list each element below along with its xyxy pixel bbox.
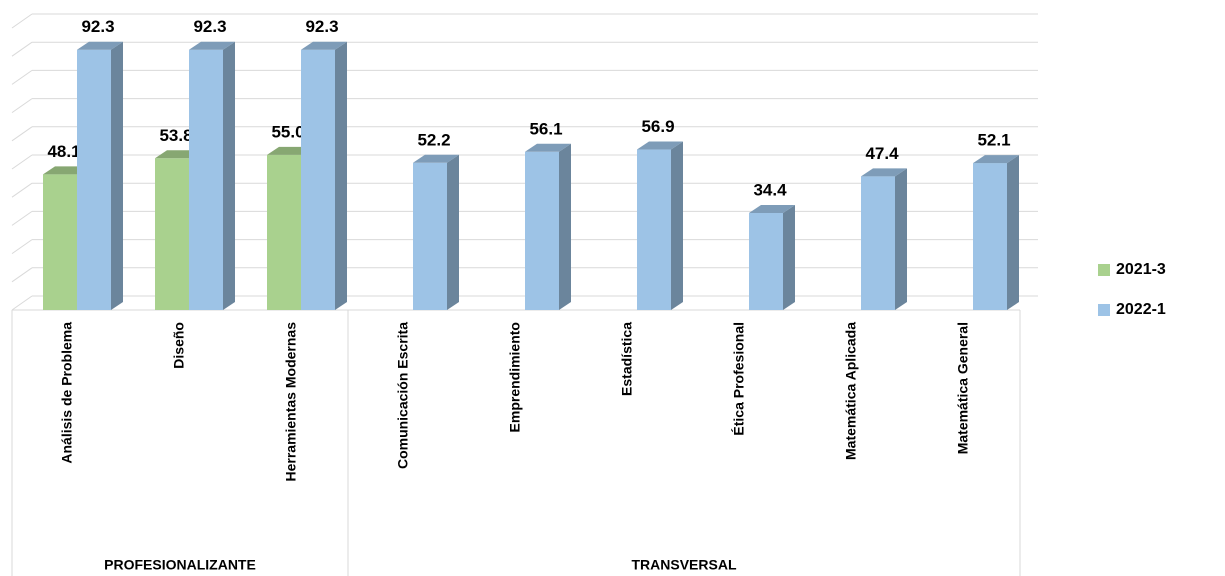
grid-line (11, 98, 33, 114)
grid-line (11, 126, 33, 142)
grid-line (11, 239, 33, 255)
bar-front (77, 49, 111, 311)
bar-top (413, 154, 459, 163)
x-tick-label: Diseño (171, 322, 187, 369)
bar-top (525, 143, 571, 152)
bar (301, 41, 347, 311)
x-tick-label: Herramientas Modernas (283, 322, 299, 482)
data-label: 56.1 (529, 119, 562, 138)
grid-line (11, 69, 33, 85)
bar-front (749, 212, 783, 310)
data-label: 53.8 (159, 126, 192, 145)
bar-top (301, 41, 347, 50)
bar-side (895, 168, 907, 310)
group-label: PROFESIONALIZANTE (104, 557, 256, 573)
bar-front (301, 49, 335, 311)
data-label: 52.1 (977, 131, 1010, 150)
data-label: 92.3 (305, 17, 338, 36)
data-label: 47.4 (865, 144, 899, 163)
bar (189, 41, 235, 311)
bar-top (637, 141, 683, 150)
bar (413, 154, 459, 310)
data-label: 55.0 (271, 122, 304, 141)
bar-side (335, 41, 347, 311)
grid-line (11, 182, 33, 198)
bar-top (973, 155, 1019, 164)
bar (861, 168, 907, 310)
x-tick-label: Matemática Aplicada (843, 322, 859, 460)
x-tick-label: Comunicación Escrita (395, 322, 411, 469)
bar-front (155, 158, 189, 310)
group-label: TRANSVERSAL (631, 557, 736, 573)
bar-side (671, 141, 683, 310)
data-label: 92.3 (193, 17, 226, 36)
bar-side (447, 154, 459, 310)
bar (637, 141, 683, 310)
bar-top (749, 204, 795, 213)
bar-side (223, 41, 235, 311)
data-label: 92.3 (81, 17, 114, 36)
bar-front (43, 174, 77, 310)
grid-line (11, 41, 33, 57)
x-tick-label: Estadística (619, 322, 635, 396)
bar-top (861, 168, 907, 177)
x-tick-label: Emprendimiento (507, 322, 523, 432)
data-label: 56.9 (641, 117, 674, 136)
bar-front (525, 151, 559, 310)
legend-label: 2022-1 (1116, 301, 1166, 318)
bar (749, 204, 795, 310)
bar-front (861, 176, 895, 310)
grid-line (11, 154, 33, 170)
data-label: 48.1 (47, 142, 80, 161)
bar (525, 143, 571, 310)
bar-top (77, 41, 123, 50)
bar-front (189, 49, 223, 311)
bar-side (111, 41, 123, 311)
x-tick-label: Matemática General (955, 322, 971, 454)
legend-label: 2021-3 (1116, 261, 1166, 278)
grid-line (11, 210, 33, 226)
bar-side (783, 204, 795, 310)
x-tick-label: Ética Profesional (731, 322, 747, 436)
bar-top (189, 41, 235, 50)
bar-front (637, 149, 671, 310)
x-tick-label: Análisis de Problema (59, 322, 75, 464)
grid-line (11, 13, 33, 29)
bar-front (267, 154, 301, 310)
grid-line (11, 295, 33, 311)
bar-front (413, 162, 447, 310)
data-label: 52.2 (417, 130, 450, 149)
bar-side (1007, 155, 1019, 310)
bar-front (973, 163, 1007, 310)
bar-side (559, 143, 571, 310)
bar (77, 41, 123, 311)
legend-swatch (1098, 264, 1110, 276)
grid-line (11, 267, 33, 283)
legend-swatch (1098, 304, 1110, 316)
bar (973, 155, 1019, 310)
data-label: 34.4 (753, 180, 787, 199)
